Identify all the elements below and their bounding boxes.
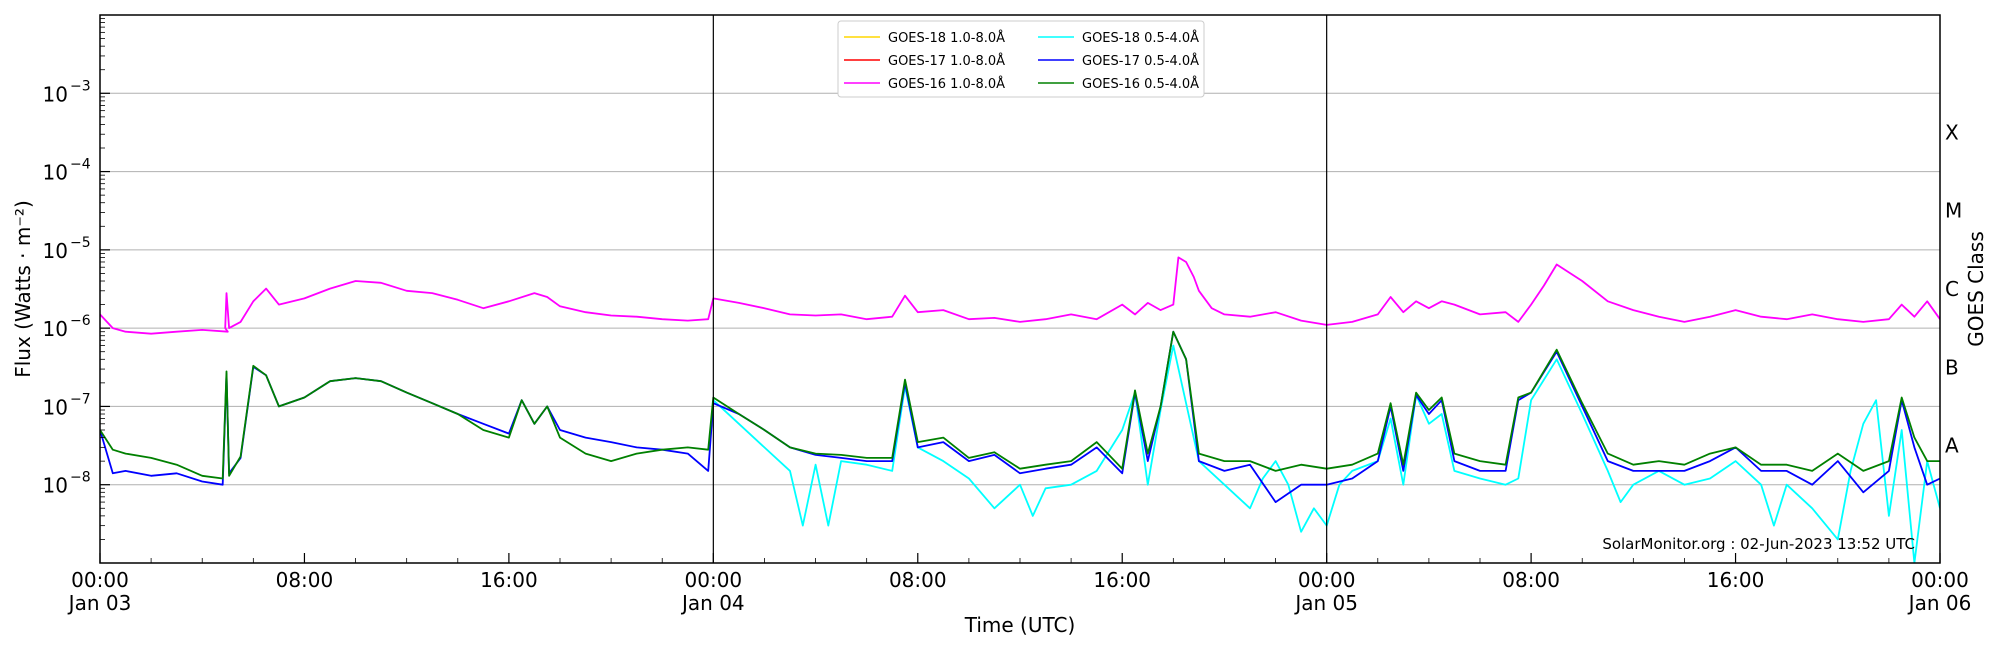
y-tick-exponent: −4 bbox=[70, 157, 91, 173]
x-tick-label: 00:00 bbox=[1298, 568, 1356, 592]
y-axis-ticks: 10−810−710−610−510−410−3 bbox=[43, 18, 110, 540]
x-axis-label: Time (UTC) bbox=[964, 613, 1076, 637]
x-tick-date: Jan 04 bbox=[680, 591, 745, 615]
goes-class-label: M bbox=[1945, 199, 1962, 223]
y-tick-label: 10 bbox=[43, 474, 68, 498]
y-axis-label-right: GOES Class bbox=[1964, 231, 1988, 347]
x-tick-date: Jan 06 bbox=[1907, 591, 1972, 615]
x-tick-date: Jan 05 bbox=[1293, 591, 1358, 615]
y-tick-label: 10 bbox=[43, 161, 68, 185]
x-tick-label: 16:00 bbox=[480, 568, 538, 592]
grid-lines bbox=[100, 92, 1940, 486]
series-line bbox=[100, 256, 1940, 335]
legend-label: GOES-17 0.5-4.0Å bbox=[1082, 53, 1199, 69]
goes-class-label: A bbox=[1945, 434, 1959, 458]
y-tick-exponent: −7 bbox=[70, 391, 91, 407]
x-tick-label: 08:00 bbox=[276, 568, 334, 592]
y-tick-exponent: −8 bbox=[70, 470, 91, 486]
goes-class-label: C bbox=[1945, 277, 1959, 301]
y-tick-label: 10 bbox=[43, 395, 68, 419]
goes-class-label: X bbox=[1945, 120, 1959, 144]
x-tick-label: 00:00 bbox=[1911, 568, 1969, 592]
series-line bbox=[100, 330, 1940, 480]
legend-label: GOES-16 0.5-4.0Å bbox=[1082, 76, 1199, 92]
legend-label: GOES-17 1.0-8.0Å bbox=[888, 53, 1005, 69]
y-tick-label: 10 bbox=[43, 239, 68, 263]
series-line bbox=[712, 344, 1940, 563]
goes-class-labels: A B C M X bbox=[1945, 120, 1962, 457]
legend-label: GOES-18 0.5-4.0Å bbox=[1082, 30, 1199, 46]
legend-label: GOES-16 1.0-8.0Å bbox=[888, 76, 1005, 92]
x-tick-label: 00:00 bbox=[71, 568, 129, 592]
x-tick-label: 16:00 bbox=[1093, 568, 1151, 592]
series-lines bbox=[100, 256, 1940, 563]
source-annotation: SolarMonitor.org : 02-Jun-2023 13:52 UTC bbox=[1602, 535, 1915, 553]
x-tick-label: 16:00 bbox=[1707, 568, 1765, 592]
x-tick-date: Jan 03 bbox=[67, 591, 132, 615]
x-tick-label: 08:00 bbox=[1502, 568, 1560, 592]
goes-class-label: B bbox=[1945, 355, 1959, 379]
legend: GOES-18 1.0-8.0Å GOES-17 1.0-8.0Å GOES-16 … bbox=[837, 20, 1205, 98]
legend-label: GOES-18 1.0-8.0Å bbox=[888, 30, 1005, 46]
legend-box bbox=[837, 20, 1205, 98]
y-tick-label: 10 bbox=[43, 317, 68, 341]
x-tick-label: 08:00 bbox=[889, 568, 947, 592]
y-tick-exponent: −3 bbox=[70, 78, 91, 94]
y-axis-label: Flux (Watts · m⁻²) bbox=[11, 200, 35, 378]
y-tick-label: 10 bbox=[43, 82, 68, 106]
series-line bbox=[100, 330, 1940, 504]
x-tick-label: 00:00 bbox=[685, 568, 743, 592]
day-boundary-lines bbox=[712, 15, 1328, 563]
y-tick-exponent: −5 bbox=[70, 235, 91, 251]
y-tick-exponent: −6 bbox=[70, 313, 91, 329]
